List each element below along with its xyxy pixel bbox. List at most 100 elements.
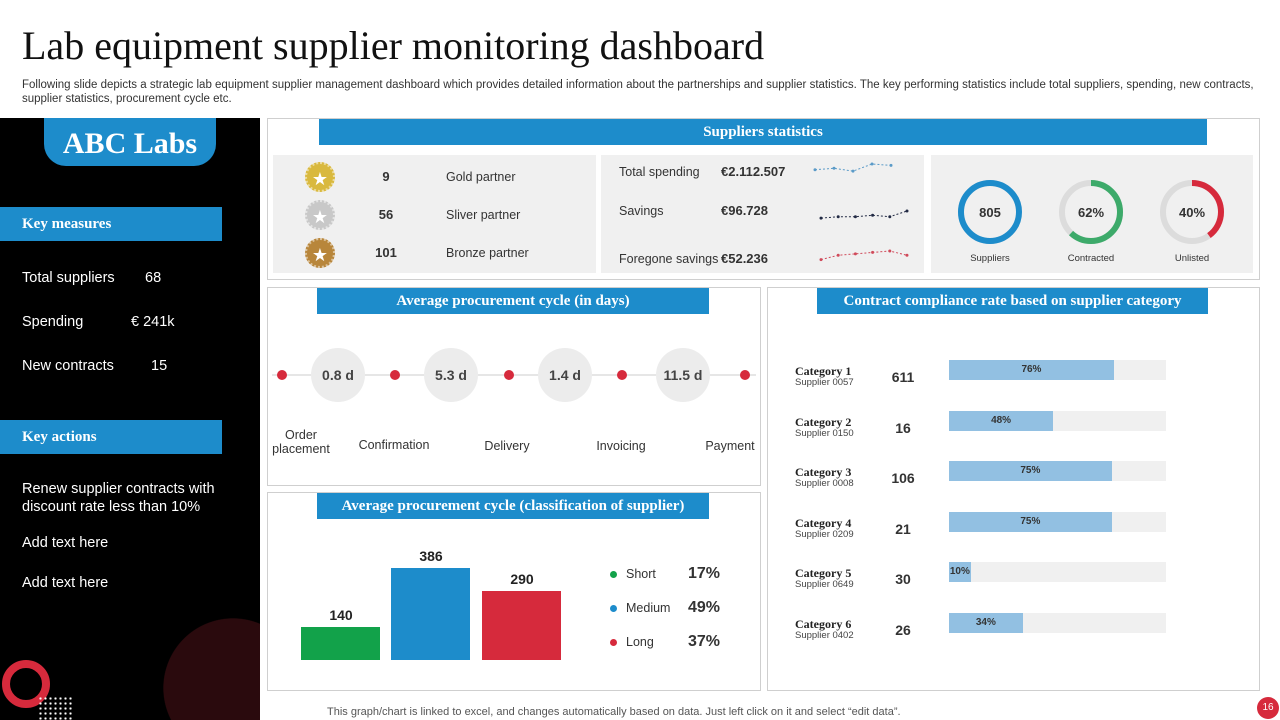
timeline-dot xyxy=(617,370,627,380)
spending-label: Total spending xyxy=(619,165,700,179)
category-name: Category 3 xyxy=(795,465,852,479)
partner-label: Bronze partner xyxy=(446,246,529,260)
supplier-id: Supplier 0008 xyxy=(795,478,854,489)
partner-count: 56 xyxy=(378,207,394,222)
ring-value: 62% xyxy=(1077,205,1105,220)
sparkline xyxy=(819,209,909,220)
legend-label: Short xyxy=(626,567,656,581)
medal-star-icon: ★ xyxy=(305,162,335,192)
spending-value: €52.236 xyxy=(721,251,768,266)
timeline-dot xyxy=(504,370,514,380)
sparkline-point xyxy=(889,163,893,167)
category-name: Category 4 xyxy=(795,515,852,530)
timeline-dot xyxy=(390,370,400,380)
sparkline-point xyxy=(853,215,857,219)
category-label: Category 5 Supplier 0649 xyxy=(795,567,854,591)
sparkline-point xyxy=(905,253,909,257)
category-name: Category 1 xyxy=(795,364,852,378)
page-subtitle: Following slide depicts a strategic lab … xyxy=(22,79,1254,105)
stage-label: Delivery xyxy=(484,439,530,453)
legend-dot xyxy=(610,605,617,612)
partner-label: Gold partner xyxy=(446,170,516,184)
sparkline-point xyxy=(813,168,817,172)
compliance-bar-fill: 75% xyxy=(949,511,1112,532)
bar xyxy=(482,590,561,660)
sparkline-point xyxy=(888,249,892,253)
category-label: Category 4 Supplier 0209 xyxy=(795,517,854,541)
bar xyxy=(301,626,380,660)
compliance-bar-track: 10% xyxy=(949,562,1166,582)
ring-gauge xyxy=(1059,180,1123,244)
timeline-dot xyxy=(277,370,287,380)
rings-box xyxy=(931,155,1253,273)
measure-label: Spending xyxy=(22,314,84,330)
ring-value: 805 xyxy=(979,205,1001,220)
timeline-line xyxy=(272,374,756,376)
measure-value: € 241k xyxy=(131,314,175,330)
stage-label: Payment xyxy=(705,439,755,453)
category-name: Category 6 xyxy=(795,616,852,631)
category-count: 106 xyxy=(891,470,915,486)
medal-star-icon: ★ xyxy=(305,200,335,230)
legend-percent: 49% xyxy=(688,599,721,616)
suppliers-statistics-title: Suppliers statistics xyxy=(319,119,1207,145)
sparkline-point xyxy=(905,209,909,213)
compliance-bar-track: 75% xyxy=(949,461,1166,481)
category-count: 30 xyxy=(895,571,911,587)
spending-label: Foregone savings xyxy=(619,252,719,266)
category-count: 16 xyxy=(895,419,911,436)
ring-value: 40% xyxy=(1178,205,1206,220)
category-count: 611 xyxy=(891,369,915,385)
measure-label: Total suppliers xyxy=(22,270,115,286)
action-item: Add text here xyxy=(22,535,109,551)
compliance-bar-track: 76% xyxy=(949,360,1166,380)
measure-value: 15 xyxy=(151,358,168,374)
decor-ring xyxy=(2,660,50,708)
compliance-bar-fill: 10% xyxy=(949,562,971,582)
stage-label: Invoicing xyxy=(596,439,646,453)
compliance-bar-fill: 48% xyxy=(949,410,1054,431)
sparkline-point xyxy=(836,215,840,219)
compliance-bar-fill: 75% xyxy=(949,461,1112,481)
sparkline-point xyxy=(870,162,874,166)
legend-percent: 17% xyxy=(688,565,721,582)
bar-value-label: 140 xyxy=(329,606,353,623)
ring-label: Unlisted xyxy=(1174,253,1210,264)
sparkline xyxy=(819,249,909,262)
category-label: Category 1 Supplier 0057 xyxy=(795,365,854,389)
category-label: Category 6 Supplier 0402 xyxy=(795,618,854,642)
duration-node: 5.3 d xyxy=(424,348,478,402)
legend-dot xyxy=(610,639,617,646)
decor-circle xyxy=(163,618,260,720)
sparkline-point xyxy=(888,215,892,219)
measure-label: New contracts xyxy=(22,358,114,374)
spending-box xyxy=(601,155,924,273)
compliance-bar-fill: 76% xyxy=(949,360,1114,380)
spending-value: €96.728 xyxy=(721,203,768,218)
decor-dots xyxy=(38,696,74,720)
ring-gauge xyxy=(1160,180,1224,244)
duration-node: 1.4 d xyxy=(538,348,592,402)
category-name: Category 2 xyxy=(795,414,852,429)
legend-label: Medium xyxy=(626,601,671,615)
action-item: Add text here xyxy=(22,575,109,591)
sparkline-point xyxy=(871,250,875,254)
compliance-bar-fill: 34% xyxy=(949,612,1023,633)
bar-value-label: 386 xyxy=(419,548,443,564)
brand-logo: ABC Labs xyxy=(44,118,216,166)
sparkline-point xyxy=(871,213,875,217)
bar-value-label: 290 xyxy=(510,570,534,587)
sparkline xyxy=(813,162,893,173)
bar xyxy=(391,568,470,660)
supplier-id: Supplier 0402 xyxy=(795,629,854,641)
compliance-bar-track: 75% xyxy=(949,511,1166,532)
ring-label: Contracted xyxy=(1067,253,1115,264)
page-number: 16 xyxy=(1257,697,1279,719)
page-title: Lab equipment supplier monitoring dashbo… xyxy=(22,23,765,68)
partner-count: 101 xyxy=(375,245,397,260)
supplier-id: Supplier 0150 xyxy=(795,427,854,439)
partner-label: Sliver partner xyxy=(446,208,521,222)
category-label: Category 2 Supplier 0150 xyxy=(795,416,854,440)
sparkline-point xyxy=(819,216,823,220)
stage-label: Order placement xyxy=(272,428,330,456)
